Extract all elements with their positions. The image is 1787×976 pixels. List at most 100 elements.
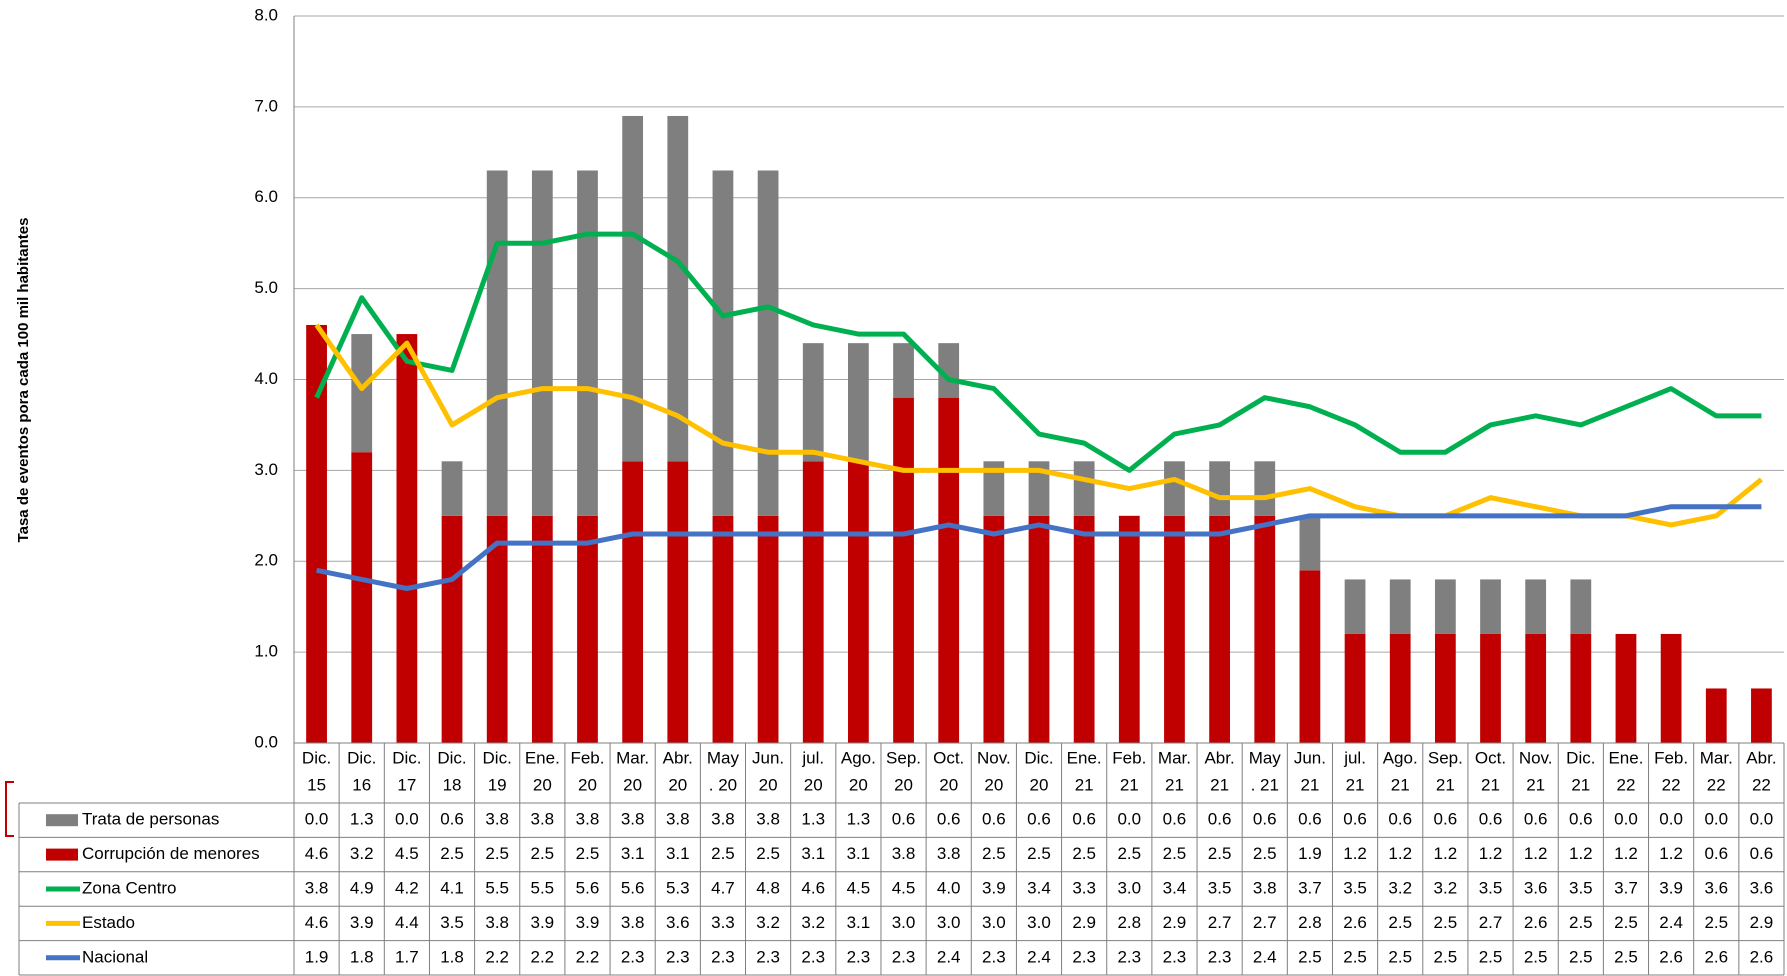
table-cell: 4.0: [937, 878, 961, 897]
x-tick-label: 22: [1707, 775, 1726, 794]
table-cell: 1.2: [1388, 844, 1412, 863]
table-cell: 3.5: [1479, 878, 1503, 897]
table-cell: 1.2: [1479, 844, 1503, 863]
table-cell: 0.0: [1659, 810, 1683, 829]
y-tick-label: 6.0: [254, 187, 278, 206]
bar: [306, 324, 327, 743]
table-cell: 4.5: [892, 878, 916, 897]
table-cell: 2.3: [1208, 947, 1232, 966]
line-series: [314, 323, 1763, 528]
x-tick-label: 21: [1571, 775, 1590, 794]
table-cell: 2.5: [531, 844, 555, 863]
table-cell: 3.7: [1614, 878, 1638, 897]
table-cell: 1.3: [847, 810, 871, 829]
table-cell: 0.6: [1479, 810, 1503, 829]
table-cell: 3.9: [1659, 878, 1683, 897]
table-cell: 2.2: [485, 947, 509, 966]
x-tick-label: Oct.: [933, 748, 964, 767]
bar: [577, 515, 598, 743]
table-cell: 0.6: [1704, 844, 1728, 863]
table-cell: 2.7: [1253, 913, 1277, 932]
x-tick-label: Sep.: [1428, 748, 1463, 767]
x-tick-label: 22: [1752, 775, 1771, 794]
bar: [531, 170, 553, 516]
x-tick-label: Mar.: [616, 748, 649, 767]
bar: [1299, 515, 1321, 571]
table-cell: 3.0: [982, 913, 1006, 932]
table-cell: 3.8: [621, 913, 645, 932]
y-tick-label: 2.0: [254, 551, 278, 570]
bar: [848, 343, 869, 462]
table-cell: 3.2: [1388, 878, 1412, 897]
table-cell: 3.9: [982, 878, 1006, 897]
bar: [1525, 579, 1547, 634]
x-tick-label: Feb.: [1112, 748, 1146, 767]
table-cell: 4.9: [350, 878, 374, 897]
x-tick-label: 20: [623, 775, 642, 794]
bar: [667, 461, 689, 743]
table-cell: 3.2: [350, 844, 374, 863]
table-cell: 2.5: [1298, 947, 1322, 966]
bar: [1028, 461, 1050, 516]
table-cell: 0.0: [1704, 810, 1728, 829]
x-tick-label: Abr.: [1204, 748, 1234, 767]
table-cell: 4.7: [711, 878, 735, 897]
x-tick-label: Jun.: [1294, 748, 1326, 767]
x-tick-label: Sep.: [886, 748, 921, 767]
table-cell: 2.9: [1072, 913, 1096, 932]
table-cell: 3.8: [711, 810, 735, 829]
table-cell: 4.4: [395, 913, 419, 932]
y-tick-label: 7.0: [254, 96, 278, 115]
x-tick-label: 18: [443, 775, 462, 794]
x-tick-label: Nov.: [1519, 748, 1553, 767]
bar: [1299, 570, 1321, 743]
x-tick-label: Mar.: [1700, 748, 1733, 767]
bar: [1118, 515, 1140, 743]
table-cell: 4.2: [395, 878, 419, 897]
table-cell: 0.6: [1208, 810, 1232, 829]
table-cell: 0.0: [1614, 810, 1638, 829]
table-cell: 2.3: [711, 947, 735, 966]
table-cell: 2.4: [1027, 947, 1051, 966]
table-cell: 5.5: [531, 878, 555, 897]
table-cell: 3.6: [1524, 878, 1548, 897]
table-cell: 2.3: [666, 947, 690, 966]
table-cell: 3.8: [305, 878, 329, 897]
y-tick-label: 1.0: [254, 642, 278, 661]
table-cell: 2.5: [1704, 913, 1728, 932]
y-axis-label: Tasa de eventos pora cada 100 mil habita…: [15, 218, 32, 543]
table-cell: 3.8: [666, 810, 690, 829]
y-tick-label: 4.0: [254, 369, 278, 388]
bar: [486, 515, 508, 743]
line-series: [316, 504, 1762, 592]
table-cell: 1.9: [305, 947, 329, 966]
bar: [712, 515, 734, 743]
x-tick-label: Oct.: [1475, 748, 1506, 767]
table-cell: 2.5: [1253, 844, 1277, 863]
x-tick-label: 20: [533, 775, 552, 794]
table-cell: 2.5: [1388, 913, 1412, 932]
table-cell: 2.5: [711, 844, 735, 863]
table-cell: 3.9: [531, 913, 555, 932]
table-cell: 2.4: [1659, 913, 1683, 932]
x-tick-label: Dic.: [347, 748, 376, 767]
x-tick-label: 20: [578, 775, 597, 794]
table-cell: 0.6: [982, 810, 1006, 829]
bar: [1480, 579, 1501, 634]
bar: [938, 397, 960, 743]
table-cell: 0.6: [1163, 810, 1187, 829]
x-tick-label: 20: [849, 775, 868, 794]
table-cell: 2.6: [1343, 913, 1367, 932]
x-tick-label: Dic.: [1566, 748, 1595, 767]
table-cell: 3.8: [937, 844, 961, 863]
x-tick-label: May: [1249, 748, 1282, 767]
table-cell: 3.0: [1027, 913, 1051, 932]
x-tick-label: 16: [352, 775, 371, 794]
x-tick-label: . 20: [709, 775, 737, 794]
table-cell: 1.2: [1524, 844, 1548, 863]
x-tick-label: Dic.: [302, 748, 331, 767]
x-tick-label: 20: [894, 775, 913, 794]
x-tick-label: . 21: [1251, 775, 1279, 794]
table-cell: 3.8: [1253, 878, 1277, 897]
